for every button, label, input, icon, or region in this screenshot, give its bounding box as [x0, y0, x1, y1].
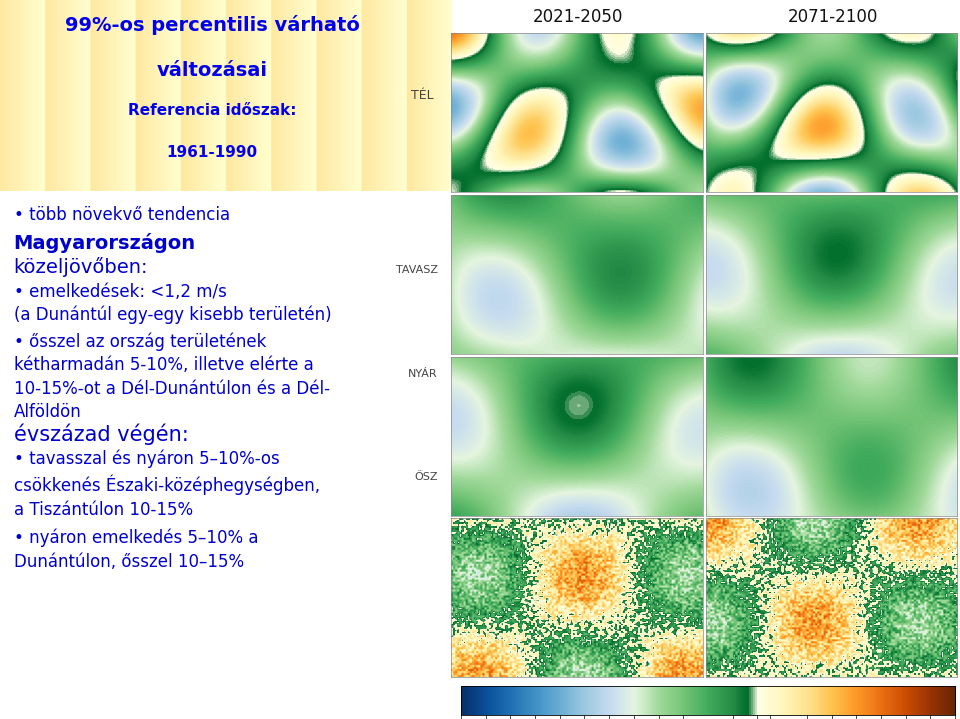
Text: • tavasszal és nyáron 5–10%-os
csökkenés Északi-középhegységben,
a Tiszántúlon 1: • tavasszal és nyáron 5–10%-os csökkenés… [13, 449, 320, 518]
Text: 1961-1990: 1961-1990 [166, 145, 257, 160]
Text: (a Dunántúl egy-egy kisebb területén): (a Dunántúl egy-egy kisebb területén) [13, 306, 331, 324]
Text: Referencia időszak:: Referencia időszak: [128, 103, 297, 118]
Text: 99%-os percentilis várható: 99%-os percentilis várható [64, 15, 359, 35]
Text: NYÁR: NYÁR [408, 369, 438, 379]
Text: ŐSZ: ŐSZ [414, 472, 438, 482]
Text: TÉL: TÉL [411, 88, 433, 102]
Text: 2021-2050: 2021-2050 [533, 8, 624, 26]
Text: 2071-2100: 2071-2100 [787, 8, 878, 26]
Text: • emelkedések: <1,2 m/s: • emelkedések: <1,2 m/s [13, 283, 227, 301]
Text: közeljövőben:: közeljövőben: [13, 257, 148, 277]
Text: • ősszel az ország területének
kétharmadán 5-10%, illetve elérte a
10-15%-ot a D: • ősszel az ország területének kétharmad… [13, 332, 329, 421]
Text: • nyáron emelkedés 5–10% a
Dunántúlon, ősszel 10–15%: • nyáron emelkedés 5–10% a Dunántúlon, ő… [13, 528, 258, 571]
Text: Magyarországon: Magyarországon [13, 233, 196, 253]
Text: változásai: változásai [156, 61, 268, 80]
Text: • több növekvő tendencia: • több növekvő tendencia [13, 206, 229, 224]
Text: évszázad végén:: évszázad végén: [13, 423, 188, 444]
Text: TAVASZ: TAVASZ [396, 265, 438, 275]
